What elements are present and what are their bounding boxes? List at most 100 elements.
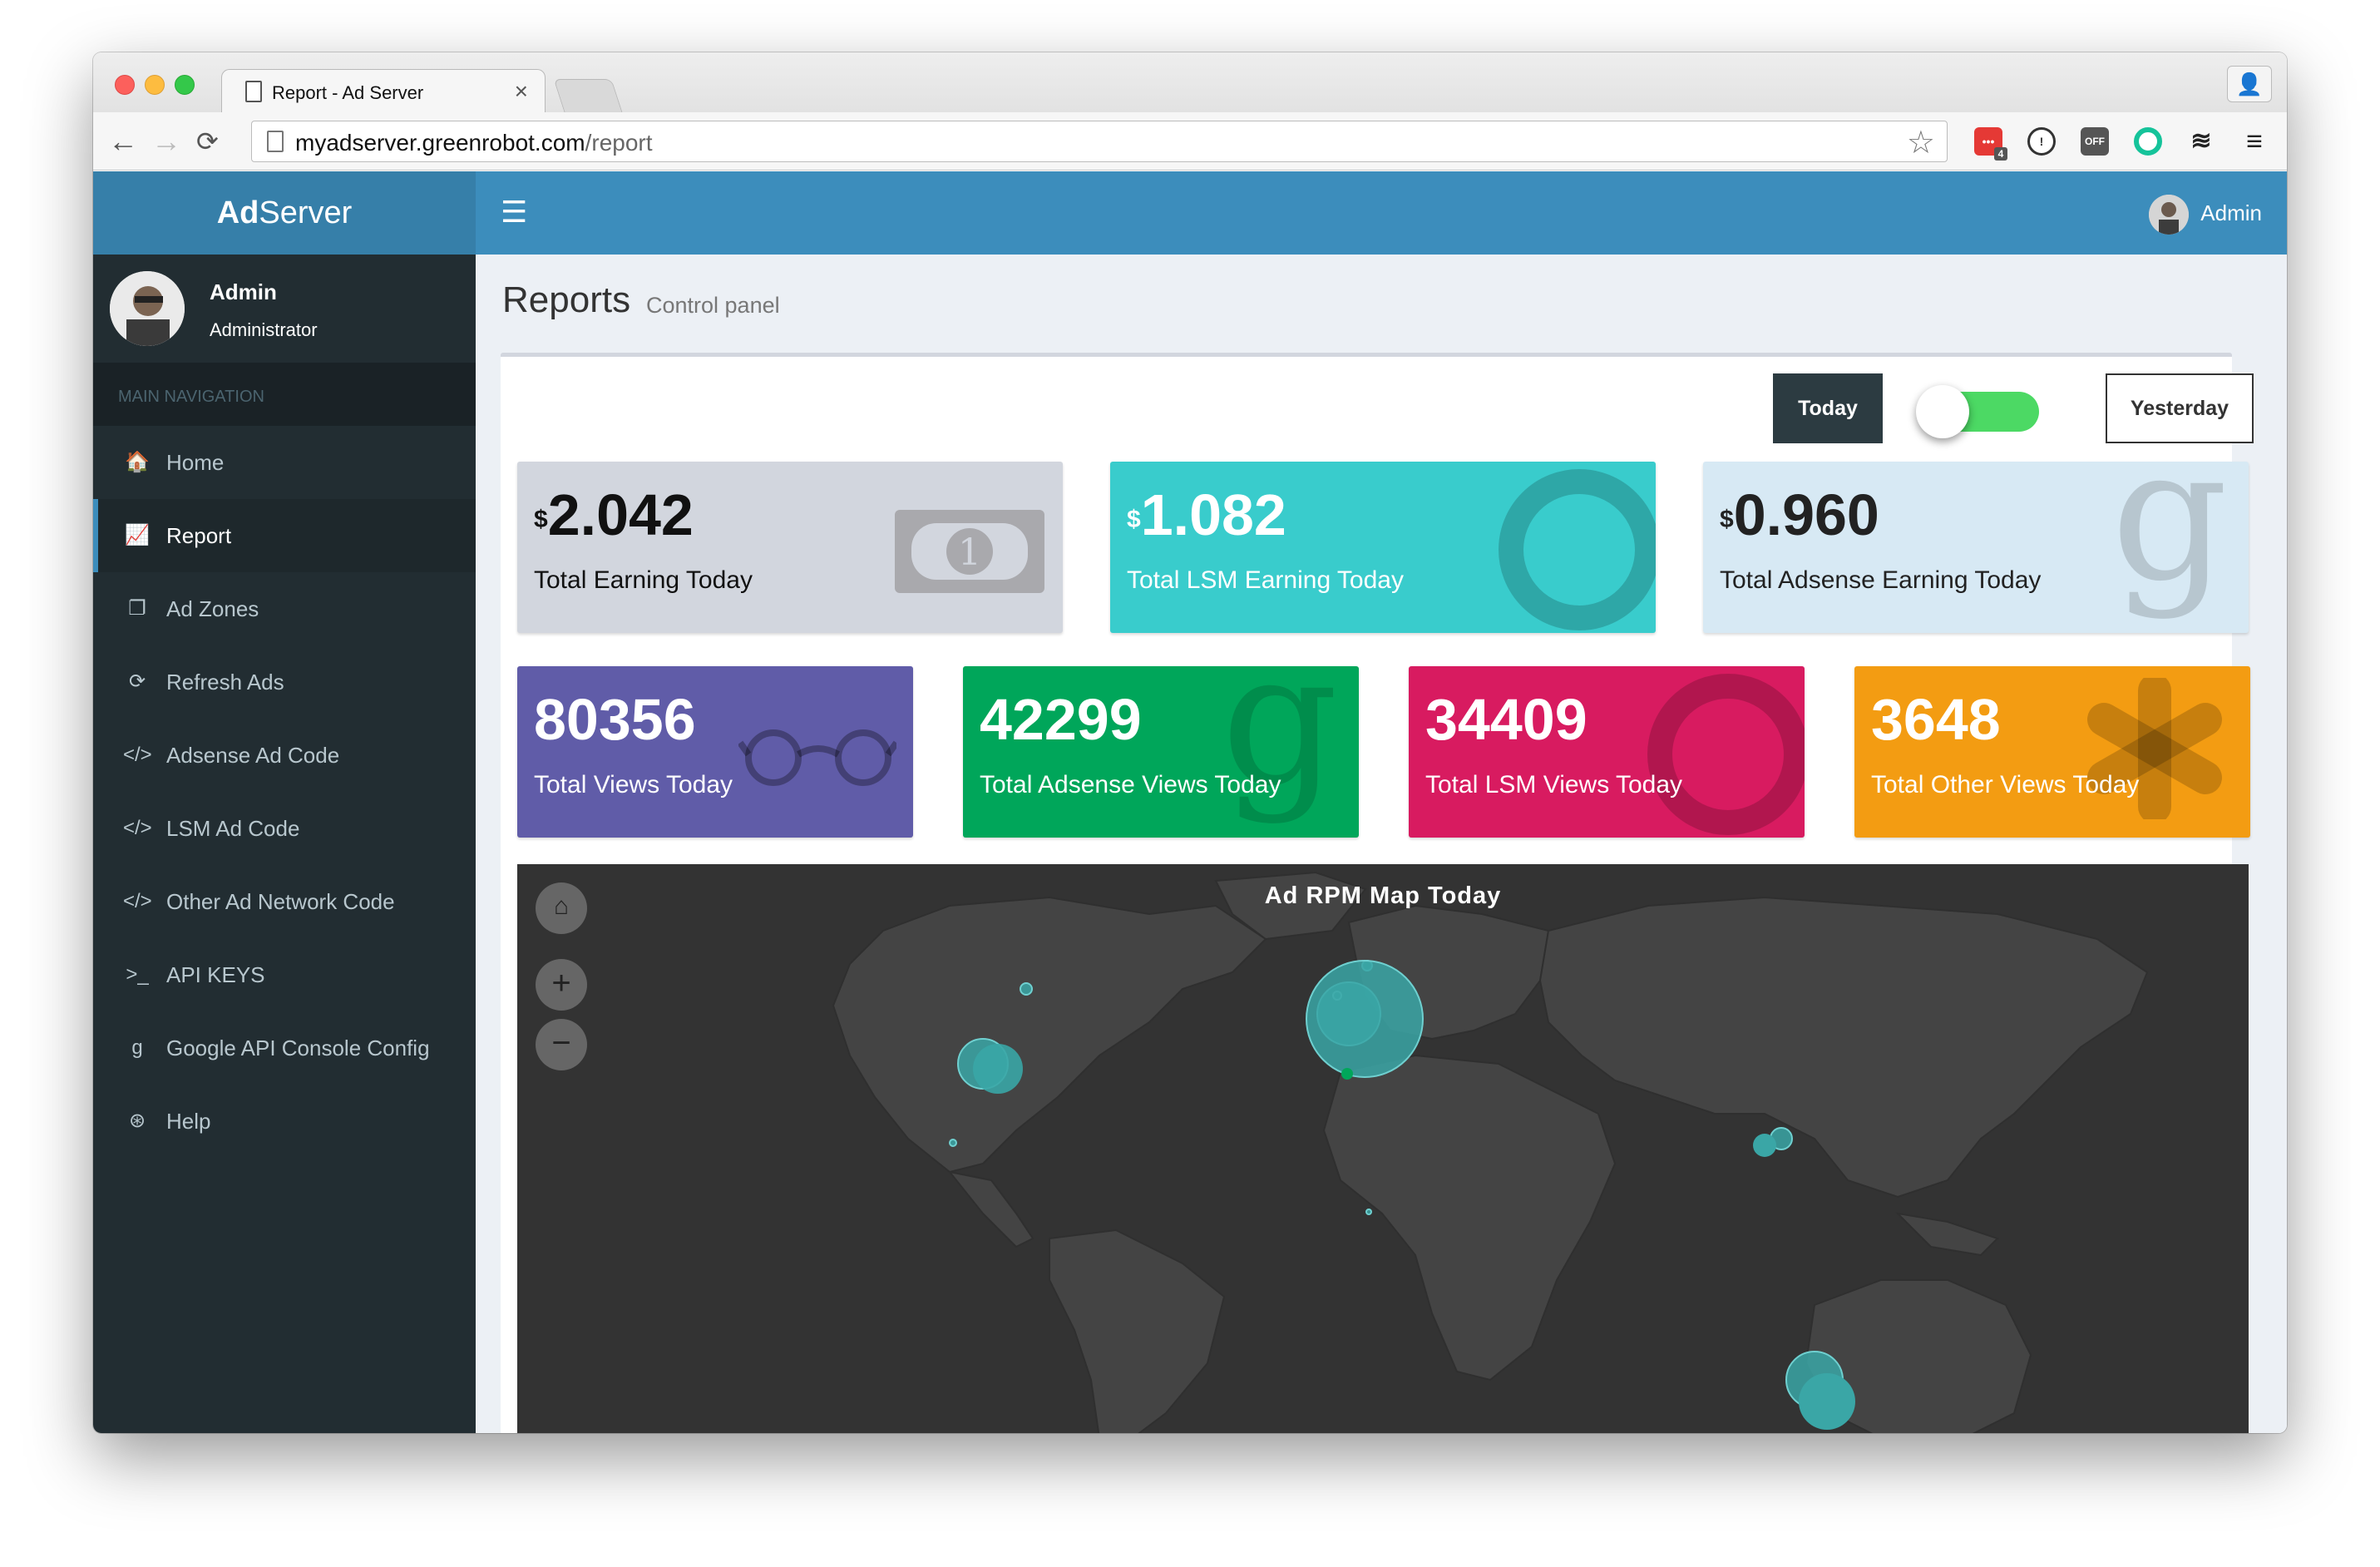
stat-card: 3648 Total Other Views Today [1854,666,2250,838]
life-ring-icon: ⊛ [128,1110,146,1132]
map-zoom-in-icon[interactable]: + [536,959,587,1011]
user-panel: Admin Administrator [93,255,476,363]
svg-text:g: g [2111,462,2229,620]
bookmark-star-icon[interactable]: ☆ [1906,126,1935,161]
address-bar[interactable]: myadserver.greenrobot.com/report ☆ [251,121,1948,162]
toggle-knob[interactable] [1916,385,1969,438]
sidebar-item-ad-zones[interactable]: ❐ Ad Zones [93,572,476,645]
stat-value: $2.042 [534,482,694,548]
minimize-window-icon[interactable] [145,75,165,95]
stat-value: 3648 [1871,686,2001,753]
stat-label: Total Other Views Today [1871,771,2140,798]
top-navbar: ☰ Admin [476,171,2287,255]
north-america [832,896,1267,1174]
google-icon: g [1209,666,1350,828]
day-toggle[interactable] [1916,385,2039,438]
stat-number: 42299 [980,687,1142,752]
page-icon [245,81,262,102]
url-text: myadserver.greenrobot.com/report [295,130,653,156]
stat-label: Total LSM Earning Today [1127,566,1404,594]
sidebar-item-google-api-console-config[interactable]: g Google API Console Config [93,1011,476,1085]
today-button[interactable]: Today [1773,373,1883,443]
stat-card: g $0.960 Total Adsense Earning Today [1703,462,2249,633]
sidebar-toggle-icon[interactable]: ☰ [501,195,528,229]
forward-icon[interactable]: → [151,124,181,158]
refresh-icon: ⟳ [128,670,146,693]
terminal-icon: >_ [126,963,149,986]
sidebar-item-label: Refresh Ads [166,670,284,695]
sidebar-item-label: Adsense Ad Code [166,743,340,768]
google-icon: g [131,1036,143,1059]
browser-tab[interactable]: Report - Ad Server × [221,69,546,112]
logo[interactable]: AdServer [93,171,476,255]
sidebar-item-label: Report [166,523,232,548]
money-icon: 1 [886,493,1053,606]
map-bubble-na [973,1044,1023,1094]
sidebar-item-label: Google API Console Config [166,1036,430,1060]
stat-label: Total LSM Views Today [1425,771,1683,798]
stat-card: 80356 Total Views Today [517,666,913,838]
profile-icon[interactable]: 👤 [2227,66,2272,102]
circle-o-notch-icon [1645,671,1805,838]
content-wrapper: Reports Control panel Today Yesterday 1 $… [476,255,2287,1433]
map-bubble [1020,982,1033,996]
sidebar-item-help[interactable]: ⊛ Help [93,1085,476,1158]
stat-value: 34409 [1425,686,1587,753]
map-home-icon[interactable]: ⌂ [536,882,587,934]
sidebar-user-name: Admin [210,279,277,304]
sidebar-item-refresh-ads[interactable]: ⟳ Refresh Ads [93,645,476,719]
sidebar-item-label: Other Ad Network Code [166,889,395,914]
url-host: myadserver.greenrobot.com [295,130,585,156]
grammarly-icon[interactable] [2134,127,2162,156]
avatar [110,271,185,346]
copy-icon: ❐ [128,597,146,620]
url-path: /report [585,130,653,156]
stat-label: Total Adsense Earning Today [1720,566,2042,594]
off-toggle-icon[interactable]: OFF [2081,127,2109,156]
sidebar: Admin Administrator MAIN NAVIGATION 🏠 Hom… [93,255,476,1433]
close-window-icon[interactable] [115,75,135,95]
maximize-window-icon[interactable] [175,75,195,95]
map-zoom-out-icon[interactable]: − [536,1019,587,1070]
page-subtitle: Control panel [646,293,780,318]
main-navigation: 🏠 Home 📈 Report ❐ Ad Zones ⟳ Refresh Ads </> Adse… [93,426,476,1158]
layers-icon[interactable]: ≋ [2190,127,2212,155]
new-tab-button[interactable] [553,79,623,112]
tab-close-icon[interactable]: × [514,78,528,104]
southeast-asia [1895,1212,1999,1257]
reload-icon[interactable]: ⟳ [196,126,219,156]
yesterday-button[interactable]: Yesterday [2106,373,2254,443]
user-menu[interactable]: Admin [2149,193,2262,235]
line-chart-icon: 📈 [125,524,150,546]
topbar-user-name: Admin [2200,200,2262,225]
map-bubble-europe-small [1341,1068,1353,1080]
sidebar-item-report[interactable]: 📈 Report [93,499,476,572]
stat-number: 3648 [1871,687,2001,752]
menu-icon[interactable]: ≡ [2246,126,2263,157]
report-box: Today Yesterday 1 $2.042 Total Earning Tod… [501,353,2254,1433]
svg-text:g: g [1222,666,1339,824]
greenland [1214,871,1367,941]
sidebar-item-api-keys[interactable]: >_ API KEYS [93,938,476,1011]
page-icon [267,131,284,152]
sidebar-item-lsm-ad-code[interactable]: </> LSM Ad Code [93,792,476,865]
info-icon[interactable]: ! [2027,127,2056,156]
nav-header: MAIN NAVIGATION [93,363,476,426]
avatar [2149,195,2190,235]
browser-toolbar: ← → ⟳ myadserver.greenrobot.com/report ☆… [93,112,2287,171]
sidebar-item-home[interactable]: 🏠 Home [93,426,476,499]
asia [1538,896,2149,1199]
tab-title: Report - Ad Server [272,82,424,103]
page-title: Reports [502,279,631,320]
glasses-icon [737,718,900,797]
code-icon: </> [123,890,152,912]
back-icon[interactable]: ← [108,124,138,158]
sidebar-item-adsense-ad-code[interactable]: </> Adsense Ad Code [93,719,476,792]
sidebar-item-other-ad-network-code[interactable]: </> Other Ad Network Code [93,865,476,938]
stat-number: 1.082 [1140,482,1286,547]
currency-symbol: $ [1127,506,1141,533]
extension-dots-icon[interactable]: ••• 4 [1974,127,2007,161]
rpm-map[interactable]: Ad RPM Map Today ⌂ + − [517,864,2249,1433]
home-icon: 🏠 [125,451,150,473]
